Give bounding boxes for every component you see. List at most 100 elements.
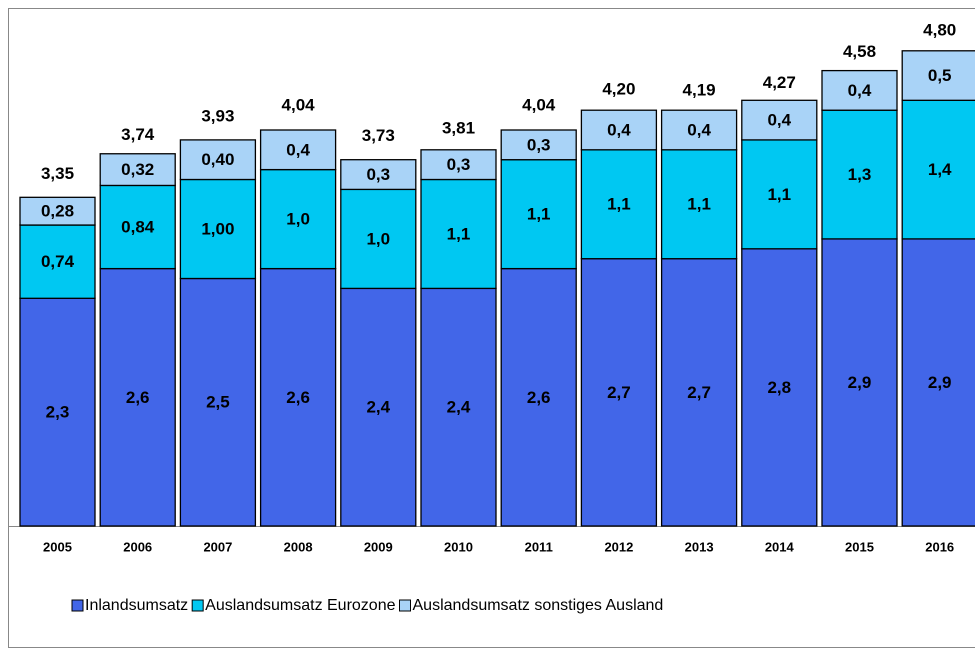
bar-segment	[420, 149, 497, 181]
bar-segment	[901, 99, 975, 240]
value-label: 0,4	[767, 111, 791, 130]
value-label: 0,4	[286, 140, 310, 159]
value-label: 0,74	[41, 252, 75, 271]
bar-segment	[580, 149, 658, 260]
total-label: 3,35	[41, 164, 74, 183]
x-tick-label: 2012	[604, 539, 633, 554]
x-tick-label: 2009	[364, 539, 393, 554]
bar-segment	[821, 69, 898, 111]
legend-swatch	[191, 599, 204, 612]
legend-label: Inlandsumsatz	[85, 597, 188, 614]
bar-segment	[259, 129, 337, 171]
value-label: 0,4	[848, 81, 872, 100]
legend-swatch	[399, 599, 411, 612]
value-label: 2,8	[767, 378, 791, 397]
x-tick-label: 2013	[685, 539, 714, 554]
value-label: 0,5	[928, 66, 952, 85]
bar-segment	[500, 267, 577, 527]
total-label: 3,93	[201, 106, 234, 125]
value-label: 2,6	[126, 388, 150, 407]
value-label: 0,40	[201, 150, 234, 169]
bar-segment	[580, 109, 658, 151]
bar-segment	[420, 287, 497, 527]
bar-segment	[821, 238, 898, 527]
total-label: 4,27	[763, 73, 796, 92]
bar-segment	[500, 129, 577, 161]
value-label: 2,4	[366, 398, 390, 417]
total-label: 3,73	[362, 126, 395, 145]
value-label: 2,7	[607, 383, 631, 402]
bar-segment	[660, 258, 738, 527]
value-label: 0,4	[607, 120, 631, 139]
value-label: 2,6	[527, 388, 551, 407]
value-label: 0,32	[121, 160, 154, 179]
value-label: 1,3	[848, 165, 872, 184]
bar-segment	[741, 99, 818, 141]
total-label: 4,80	[923, 20, 956, 39]
value-label: 2,7	[687, 383, 711, 402]
bar-segment	[660, 149, 738, 260]
bar-segment	[580, 258, 658, 527]
x-tick-label: 2006	[123, 539, 152, 554]
value-label: 1,1	[447, 224, 471, 243]
value-label: 0,28	[41, 202, 74, 221]
x-tick-label: 2014	[765, 539, 795, 554]
bar-segment	[901, 238, 975, 527]
value-label: 0,4	[687, 120, 711, 139]
total-label: 3,81	[442, 118, 475, 137]
bar-segment	[340, 188, 417, 290]
x-tick-label: 2007	[203, 539, 232, 554]
total-label: 3,74	[121, 125, 155, 144]
value-label: 2,5	[206, 393, 230, 412]
bar-segment	[179, 277, 257, 527]
value-label: 1,0	[366, 229, 390, 248]
value-label: 2,6	[286, 388, 310, 407]
value-label: 1,00	[201, 219, 234, 238]
bar-segment	[99, 153, 176, 187]
bar-segment	[19, 196, 96, 226]
bar-segment	[741, 248, 818, 527]
bar-segment	[179, 139, 257, 181]
total-label: 4,19	[683, 81, 716, 100]
bar-segment	[259, 168, 337, 270]
total-label: 4,20	[602, 80, 635, 99]
bar-segment	[179, 178, 257, 280]
x-tick-label: 2008	[284, 539, 313, 554]
value-label: 1,4	[928, 160, 952, 179]
bar-segment	[500, 159, 577, 270]
bar-segment	[901, 50, 975, 101]
value-label: 0,3	[447, 155, 471, 174]
value-label: 2,4	[447, 398, 471, 417]
x-tick-label: 2011	[525, 539, 553, 554]
bar-segment	[259, 267, 337, 527]
x-tick-label: 2015	[845, 539, 874, 554]
bar-segment	[821, 109, 898, 240]
value-label: 1,1	[767, 185, 791, 204]
value-label: 1,1	[607, 195, 631, 214]
value-label: 0,3	[366, 165, 390, 184]
bar-segment	[340, 159, 417, 191]
legend-label: Auslandsumsatz sonstiges Ausland	[413, 597, 664, 614]
value-label: 2,9	[848, 373, 872, 392]
x-tick-label: 2010	[444, 539, 473, 554]
x-tick-label: 2016	[925, 539, 954, 554]
value-label: 1,1	[687, 195, 711, 214]
total-label: 4,58	[843, 42, 876, 61]
bar-segment	[19, 224, 96, 299]
x-tick-label: 2005	[43, 539, 72, 554]
bar-segment	[741, 139, 818, 250]
value-label: 2,3	[46, 403, 70, 422]
value-label: 2,9	[928, 373, 952, 392]
value-label: 0,84	[121, 218, 155, 237]
value-label: 0,3	[527, 135, 551, 154]
total-label: 4,04	[282, 96, 316, 115]
total-label: 4,04	[522, 96, 556, 115]
value-label: 1,0	[286, 210, 310, 229]
bar-segment	[340, 287, 417, 527]
legend-swatch	[71, 599, 84, 612]
bar-segment	[420, 178, 497, 290]
bar-segment	[660, 109, 738, 151]
bar-segment	[19, 297, 96, 527]
value-label: 1,1	[527, 205, 551, 224]
